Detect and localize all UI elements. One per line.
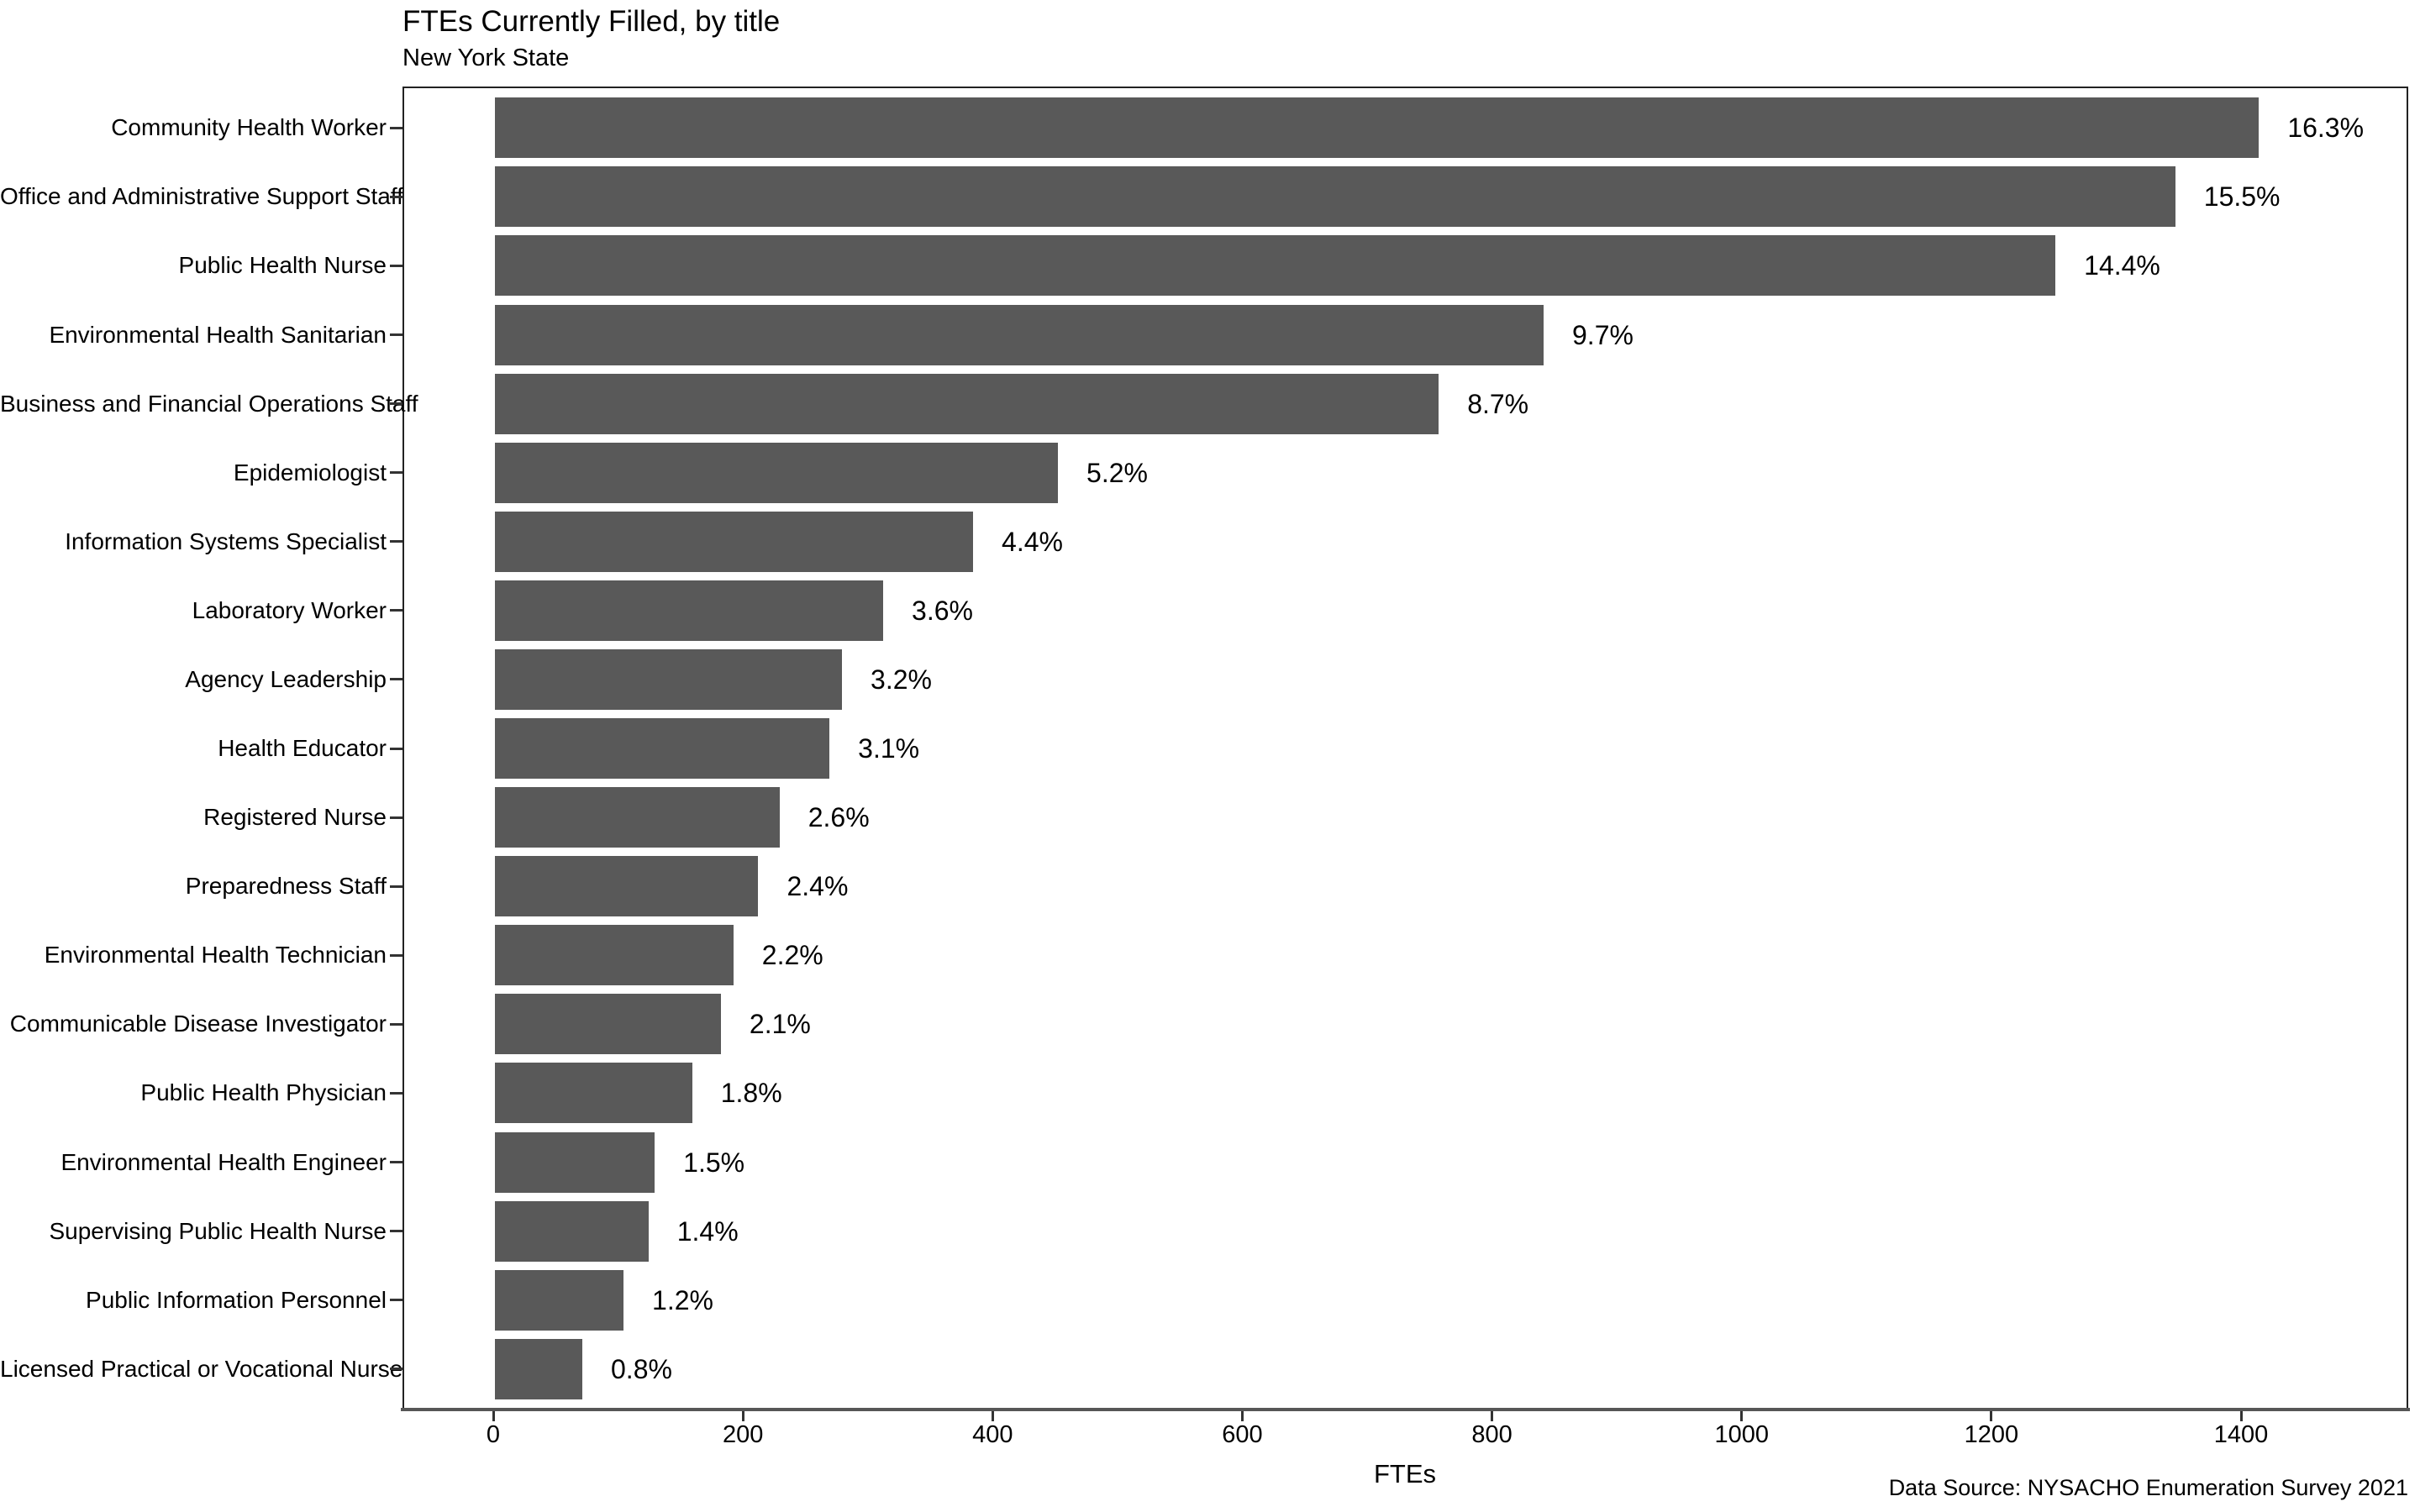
category-label: Epidemiologist [233,459,387,486]
chart-title: FTEs Currently Filled, by title [402,5,781,38]
category-label: Information Systems Specialist [65,528,387,554]
x-tick-label: 400 [972,1421,1013,1448]
plot-panel: 16.3% 15.5% 14.4% 9.7% 8.7% 5.2% 4.4% 3.6% 3.2% 3… [402,87,2408,1410]
bar-value-label: 1.4% [676,1215,739,1247]
x-tick-label: 200 [722,1421,764,1448]
y-axis-tick-mark [390,540,402,543]
y-axis-tick-mark [390,1299,402,1302]
bar [495,304,1544,365]
bar [495,925,734,986]
bar-value-label: 1.2% [652,1284,713,1315]
y-axis-tick-mark [390,126,402,129]
bar [495,994,721,1055]
x-axis-tick-mark [1990,1411,1993,1421]
category-label: Environmental Health Sanitarian [49,321,387,348]
x-tick-label: 600 [1222,1421,1263,1448]
x-tick-label: 0 [486,1421,501,1448]
x-axis-tick-mark [1740,1411,1744,1421]
y-axis-tick-mark [390,678,402,681]
bar [495,235,2056,297]
y-axis-tick-mark [390,953,402,957]
category-label: Environmental Health Technician [44,942,387,969]
category-label: Public Health Physician [140,1079,387,1106]
y-axis-tick-mark [390,816,402,819]
caption: Data Source: NYSACHO Enumeration Survey … [1888,1475,2408,1500]
y-axis-tick-mark [390,195,402,198]
category-label: Business and Financial Operations Staff [0,390,418,417]
bar [495,1269,624,1331]
y-axis-tick-mark [390,609,402,612]
y-axis-tick-mark [390,1230,402,1233]
bar [495,718,830,779]
bar-value-label: 4.4% [1002,526,1063,557]
category-label: Public Information Personnel [86,1286,387,1313]
bar-value-label: 1.5% [683,1147,745,1178]
bar [495,1131,655,1193]
category-label: Agency Leadership [185,665,387,692]
bar-value-label: 14.4% [2084,250,2160,281]
category-label: Registered Nurse [203,804,387,831]
x-axis-tick-mark [1491,1411,1494,1421]
x-tick-label: 1200 [1964,1421,2019,1448]
category-label: Environmental Health Engineer [60,1148,387,1175]
category-label: Licensed Practical or Vocational Nurse [0,1355,403,1382]
bar-value-label: 2.6% [808,802,870,833]
category-label: Communicable Disease Investigator [9,1011,387,1037]
x-axis-tick-mark [2239,1411,2243,1421]
y-axis-tick-mark [390,1022,402,1026]
bar-value-label: 1.8% [720,1078,782,1109]
bar [495,97,2260,159]
y-axis-tick-mark [390,747,402,750]
x-axis-tick-mark [492,1411,495,1421]
bar-value-label: 15.5% [2203,181,2281,213]
bar-value-label: 0.8% [611,1353,672,1384]
x-axis-title: FTEs [1373,1459,1437,1488]
bar-value-label: 2.1% [749,1009,811,1040]
category-label: Community Health Worker [111,114,387,141]
y-axis-tick-mark [390,402,402,406]
y-axis-tick-mark [390,333,402,336]
bar [495,787,780,848]
bar [495,166,2175,228]
y-axis-tick-mark [390,1368,402,1371]
bar [495,648,843,710]
bar [495,580,884,641]
bar-value-label: 16.3% [2287,113,2365,144]
x-axis-tick-mark [991,1411,994,1421]
bar [495,373,1439,434]
bar-value-label: 9.7% [1572,319,1634,350]
x-axis-line [401,1408,2410,1411]
bar-value-label: 3.2% [871,664,932,695]
bar-value-label: 3.6% [912,595,973,626]
bar [495,856,759,917]
bar [495,1338,582,1399]
bar-value-label: 2.4% [786,871,849,902]
category-label: Laboratory Worker [192,596,387,623]
bar [495,511,974,572]
y-axis-tick-mark [390,885,402,888]
x-tick-label: 800 [1471,1421,1512,1448]
category-label: Health Educator [218,735,387,761]
category-label: Preparedness Staff [185,873,387,900]
chart-subtitle: New York State [402,45,570,71]
bar-value-label: 8.7% [1467,388,1529,419]
y-axis-tick-mark [390,1091,402,1095]
bar-value-label: 3.1% [858,733,920,764]
x-tick-label: 1000 [1714,1421,1769,1448]
x-axis-tick-mark [1240,1411,1244,1421]
y-axis-tick-mark [390,471,402,475]
category-label: Public Health Nurse [178,252,387,279]
category-label: Supervising Public Health Nurse [49,1217,387,1244]
bar [495,1063,692,1124]
y-axis-tick-mark [390,1161,402,1163]
bar [495,442,1059,503]
x-axis-tick-mark [741,1411,744,1421]
bar-value-label: 5.2% [1086,457,1148,488]
x-tick-label: 1400 [2213,1421,2269,1448]
y-axis-tick-mark [390,264,402,267]
bar-value-label: 2.2% [761,940,823,971]
category-label: Office and Administrative Support Staff [0,183,403,210]
bar [495,1200,649,1262]
